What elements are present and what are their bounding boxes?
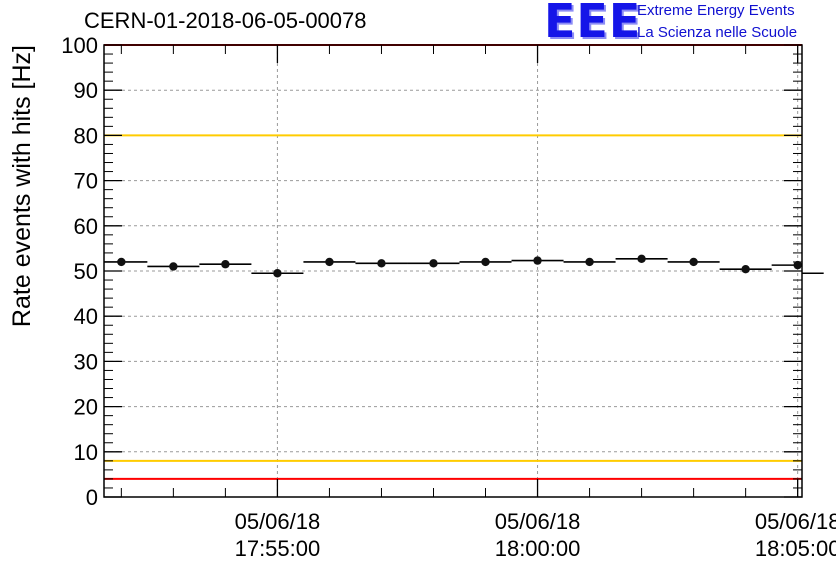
y-tick-label: 70 [74, 169, 98, 194]
eee-logo: EEE Extreme Energy Events La Scienza nel… [544, 0, 836, 48]
plot-frame [103, 44, 803, 498]
data-point [221, 260, 230, 269]
y-tick-label: 30 [74, 349, 98, 374]
y-tick-label: 0 [86, 485, 98, 510]
axis-ticks [104, 44, 802, 498]
x-tick-labels: 05/06/1817:55:0005/06/1818:00:0005/06/18… [235, 509, 836, 561]
y-tick-label: 50 [74, 259, 98, 284]
y-tick-label: 20 [74, 395, 98, 420]
data-point [741, 264, 750, 274]
grid-lines [104, 45, 802, 497]
y-tick-label: 80 [74, 123, 98, 148]
x-tick-label-date: 05/06/18 [755, 509, 836, 534]
data-point [533, 256, 542, 265]
x-tick-label-date: 05/06/18 [495, 509, 581, 534]
data-point [481, 257, 490, 267]
y-tick-label: 40 [74, 304, 98, 329]
y-tick-label: 10 [74, 440, 98, 465]
x-tick-label-date: 05/06/18 [235, 509, 321, 534]
data-point [585, 257, 594, 267]
data-point [377, 259, 386, 268]
y-axis-label: Rate events with hits [Hz] [8, 45, 36, 327]
data-point [637, 254, 646, 263]
y-tick-labels: 0 10 20 30 40 50 60 70 80 90 100 [61, 33, 98, 510]
data-point [429, 259, 438, 268]
x-tick-label-time: 17:55:00 [235, 536, 321, 561]
logo-subtitle-line-2: La Scienza nelle Scuole [637, 24, 798, 41]
y-tick-label: 60 [74, 214, 98, 239]
data-points [104, 254, 824, 278]
data-point [325, 257, 334, 267]
y-tick-label: 90 [74, 78, 98, 103]
eee-logo-mark: EEE [544, 0, 642, 48]
x-tick-label-time: 18:05:00 [755, 536, 836, 561]
logo-subtitle-line-1: Extreme Energy Events [637, 2, 795, 19]
y-tick-label: 100 [61, 33, 98, 58]
chart-title: CERN-01-2018-06-05-00078 [84, 8, 367, 33]
data-point [689, 257, 698, 267]
data-point [793, 260, 802, 270]
data-point [169, 262, 178, 271]
data-point [117, 257, 126, 267]
data-point [273, 269, 282, 278]
x-tick-label-time: 18:00:00 [495, 536, 581, 561]
